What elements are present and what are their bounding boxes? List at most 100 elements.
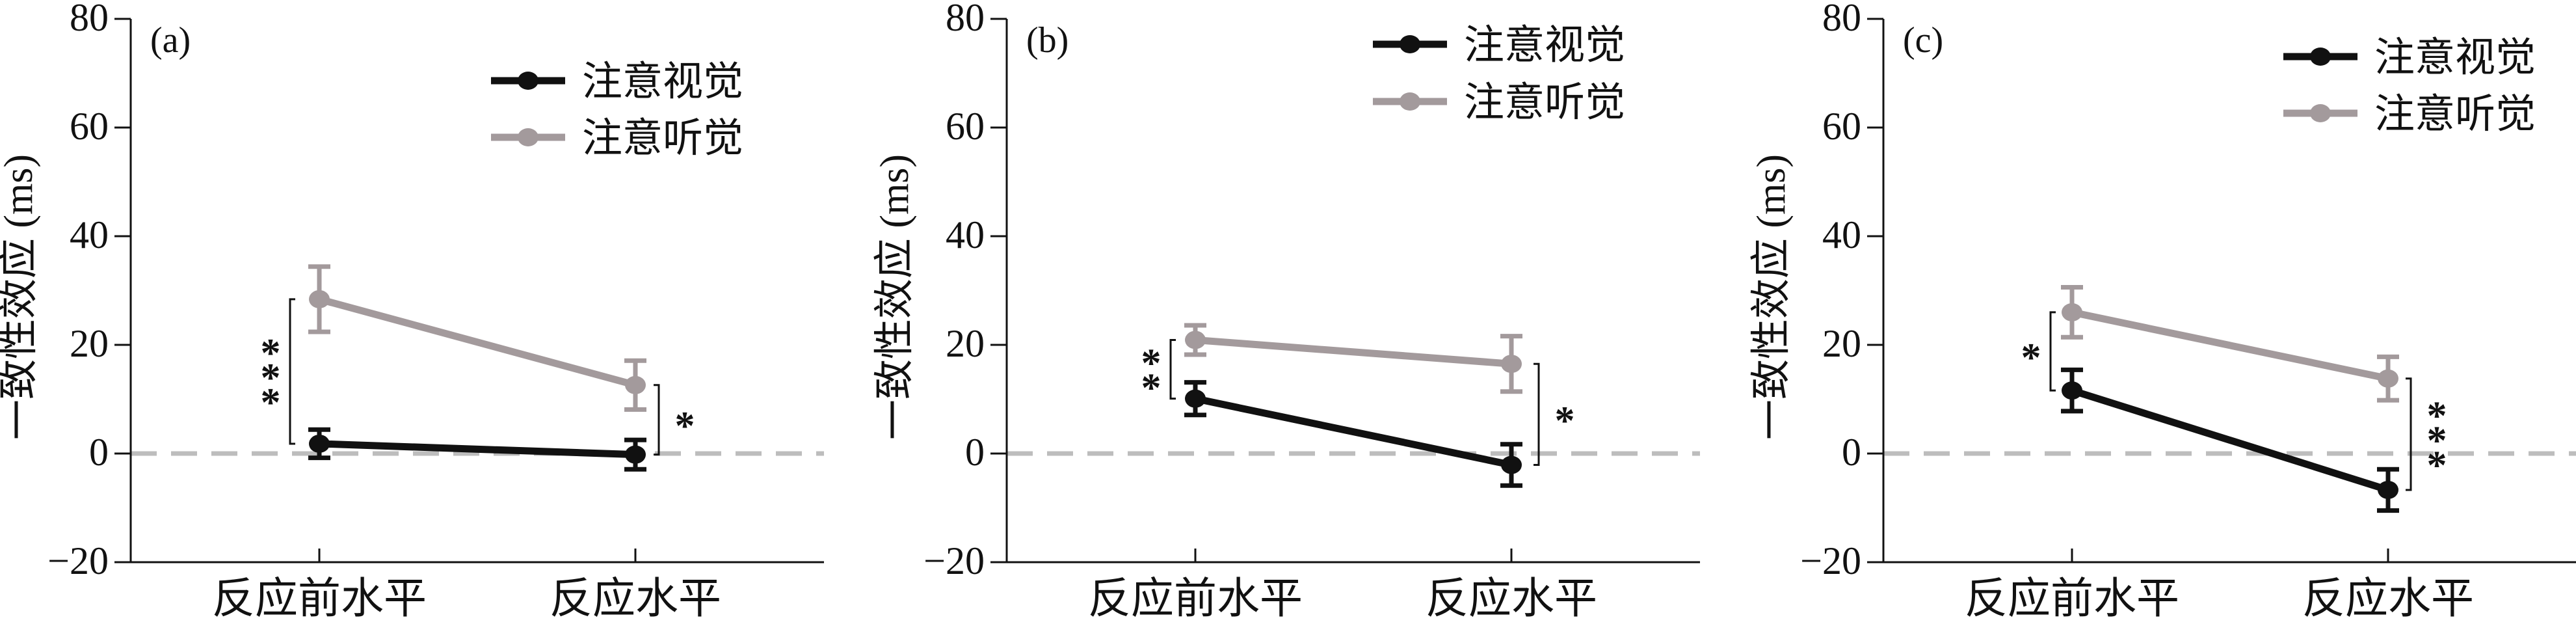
significance-star: * (1141, 342, 1162, 386)
data-point (2062, 303, 2082, 321)
significance-bracket: * * (1141, 338, 1176, 411)
bracket-line (2406, 377, 2412, 491)
x-tick-label: 反应水平 (1426, 575, 1597, 623)
y-tick-label: 0 (965, 431, 985, 474)
panel-label: (a) (150, 20, 191, 61)
significance-bracket: * * * (2406, 377, 2447, 491)
legend-swatch-marker (1400, 92, 1420, 111)
y-tick-label: 0 (1842, 431, 1861, 474)
data-point (1185, 331, 1206, 349)
y-axis-label: 一致性效应 (ms) (873, 154, 917, 440)
series-line (2071, 308, 2389, 383)
legend-label: 注意视觉 (1464, 23, 1625, 68)
legend-label: 注意视觉 (582, 60, 743, 104)
significance-label: * * (1141, 342, 1162, 411)
series-line (1194, 395, 1513, 468)
y-tick-label: 40 (946, 213, 985, 256)
significance-label: * (2021, 336, 2041, 380)
y-tick-label: 60 (1822, 105, 1861, 148)
data-point (2378, 480, 2398, 499)
y-tick-label: 0 (89, 431, 109, 474)
significance-star: * (2427, 418, 2447, 463)
significance-star: * (1555, 399, 1575, 443)
y-tick-label: 80 (1822, 0, 1861, 39)
data-point (1501, 455, 1522, 474)
data-point (1185, 389, 1206, 408)
series-line (1195, 336, 1512, 368)
y-tick-label: 20 (70, 322, 109, 365)
significance-star: * (261, 356, 281, 400)
bracket-line (654, 384, 660, 456)
data-point (309, 434, 330, 453)
y-axis-label: 一致性效应 (ms) (1749, 154, 1794, 440)
series-visual (2061, 367, 2399, 513)
significance-star: * (2021, 336, 2041, 380)
y-tick-label: −20 (923, 539, 985, 582)
y-tick-label: 60 (70, 105, 109, 148)
y-tick-label: 60 (946, 105, 985, 148)
y-tick-label: −20 (1800, 539, 1861, 582)
series-auditory (308, 264, 646, 412)
y-tick-label: 80 (946, 0, 985, 39)
x-tick-label: 反应前水平 (1965, 575, 2179, 623)
significance-star: * (1141, 366, 1162, 411)
significance-star: * (261, 331, 281, 375)
data-point (2378, 369, 2398, 388)
panel-label: (b) (1026, 20, 1069, 61)
bracket-line (1169, 338, 1176, 400)
x-tick-label: 反应前水平 (212, 575, 427, 623)
legend-swatch-marker (2310, 104, 2331, 122)
y-tick-label: 40 (70, 213, 109, 256)
y-tick-label: −20 (47, 539, 109, 582)
series-auditory (2061, 284, 2399, 403)
data-point (625, 375, 646, 394)
legend-swatch-marker (518, 72, 538, 90)
x-tick-label: 反应水平 (2302, 575, 2474, 623)
significance-bracket: * (2021, 311, 2056, 392)
significance-star: * (675, 404, 695, 448)
significance-bracket: * (654, 384, 695, 456)
panel-label: (c) (1903, 20, 1943, 61)
y-tick-label: 20 (1822, 322, 1861, 365)
data-point (1501, 355, 1522, 373)
significance-label: * (1555, 399, 1575, 443)
data-point (2062, 381, 2082, 400)
x-tick-label: 反应前水平 (1088, 575, 1303, 623)
legend-label: 注意听觉 (582, 116, 743, 161)
significance-star: * (261, 381, 281, 425)
y-tick-label: 40 (1822, 213, 1861, 256)
series-line (319, 440, 636, 459)
significance-label: * * * (261, 331, 281, 425)
significance-bracket: * (1534, 362, 1575, 467)
series-auditory (1184, 323, 1522, 394)
bracket-line (1534, 362, 1540, 467)
significance-star: * (2427, 443, 2447, 487)
significance-label: * * * (2427, 394, 2447, 487)
legend-swatch-marker (2310, 47, 2331, 66)
y-tick-label: 80 (70, 0, 109, 39)
series-visual (1184, 380, 1522, 488)
legend-label: 注意听觉 (2374, 92, 2536, 137)
legend-label: 注意听觉 (1464, 81, 1625, 125)
y-tick-label: 20 (946, 322, 985, 365)
bracket-line (289, 298, 295, 445)
series-line (318, 295, 637, 389)
significance-bracket: * * * (261, 298, 295, 445)
legend-label: 注意视觉 (2374, 36, 2536, 80)
legend-swatch-marker (1400, 35, 1420, 53)
significance-star: * (2427, 394, 2447, 438)
bracket-line (2049, 311, 2056, 392)
data-point (625, 445, 646, 464)
x-tick-label: 反应水平 (550, 575, 721, 623)
significance-label: * (675, 404, 695, 448)
data-point (309, 290, 330, 308)
series-visual (308, 427, 646, 472)
legend-swatch-marker (518, 128, 538, 146)
